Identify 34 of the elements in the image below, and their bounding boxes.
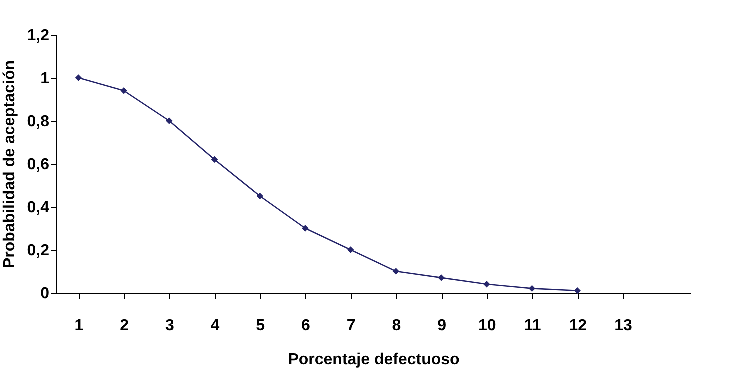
x-tick-label: 3: [165, 318, 174, 334]
point: [574, 287, 581, 294]
point: [75, 74, 82, 82]
y-axis-title: Probabilidad de aceptación: [1, 60, 18, 269]
point: [484, 281, 490, 288]
point: [302, 225, 309, 232]
y-tick-label: 0,4: [27, 200, 50, 216]
point: [438, 274, 445, 282]
point: [256, 192, 264, 200]
point: [347, 246, 354, 254]
x-tick-label: 13: [614, 318, 632, 334]
x-axis-title: Porcentaje defectuoso: [288, 352, 460, 368]
x-tick-label: 2: [120, 318, 130, 334]
y-tick-label: 0,8: [27, 114, 50, 130]
point: [166, 118, 173, 124]
x-tick-label: 12: [569, 318, 588, 334]
x-tick-label: 7: [346, 318, 356, 334]
x-tick-label: 8: [392, 318, 402, 334]
y-tick-label: 0,6: [27, 156, 50, 174]
y-tick-label: 1: [40, 70, 50, 88]
point: [120, 88, 128, 94]
point: [211, 156, 218, 164]
x-tick-label: 10: [478, 318, 496, 334]
x-tick-label: 4: [210, 318, 220, 334]
point: [392, 268, 400, 275]
x-tick-label: 9: [438, 318, 447, 334]
y-tick-label: 0: [40, 286, 50, 302]
x-tick-label: 6: [302, 318, 311, 334]
x-tick-label: 1: [74, 318, 84, 334]
x-tick-label: 5: [256, 318, 266, 334]
x-tick-label: 11: [524, 318, 542, 334]
y-tick-label: 1,2: [27, 28, 50, 44]
point: [528, 285, 536, 292]
y-tick-label: 0,2: [27, 242, 50, 260]
